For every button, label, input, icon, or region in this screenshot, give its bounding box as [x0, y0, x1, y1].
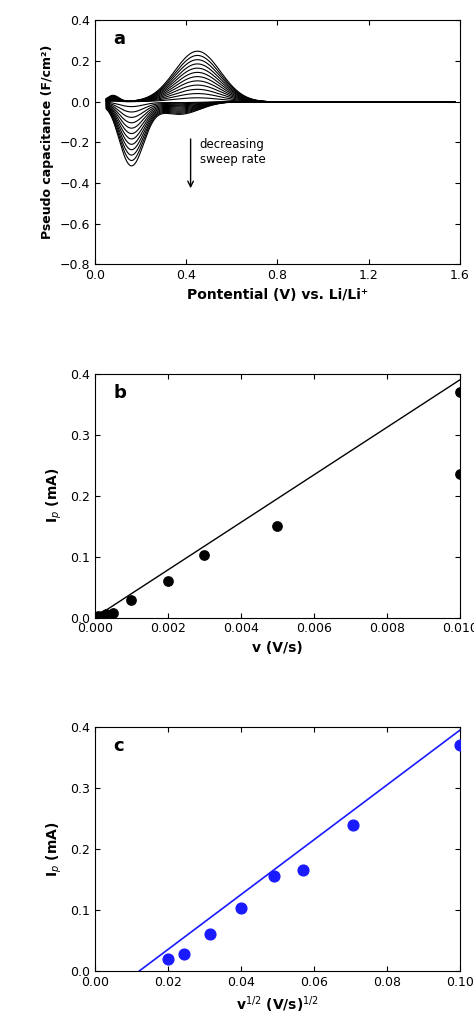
- Point: [201, 547, 208, 563]
- Point: [128, 593, 135, 609]
- Point: [181, 945, 188, 962]
- X-axis label: v (V/s): v (V/s): [252, 641, 303, 655]
- Text: decreasing
sweep rate: decreasing sweep rate: [200, 138, 265, 167]
- Point: [456, 384, 464, 401]
- Point: [270, 869, 277, 885]
- X-axis label: v$^{1/2}$ (V/s)$^{1/2}$: v$^{1/2}$ (V/s)$^{1/2}$: [236, 994, 319, 1015]
- Y-axis label: I$_p$ (mA): I$_p$ (mA): [45, 468, 64, 523]
- Point: [456, 466, 464, 482]
- Text: a: a: [113, 31, 125, 48]
- Point: [349, 817, 356, 833]
- Point: [164, 950, 172, 967]
- Point: [299, 863, 307, 879]
- Text: c: c: [113, 737, 124, 755]
- X-axis label: Pontential (V) vs. Li/Li⁺: Pontential (V) vs. Li/Li⁺: [187, 287, 368, 301]
- Y-axis label: I$_p$ (mA): I$_p$ (mA): [45, 822, 64, 877]
- Point: [456, 737, 464, 753]
- Point: [237, 900, 245, 917]
- Point: [102, 606, 109, 622]
- Point: [206, 926, 214, 942]
- Text: b: b: [113, 383, 126, 402]
- Point: [109, 604, 117, 620]
- Y-axis label: Pseudo capacitance (F/cm²): Pseudo capacitance (F/cm²): [41, 45, 54, 239]
- Point: [164, 572, 172, 589]
- Point: [98, 607, 106, 623]
- Point: [273, 518, 281, 535]
- Point: [95, 608, 102, 624]
